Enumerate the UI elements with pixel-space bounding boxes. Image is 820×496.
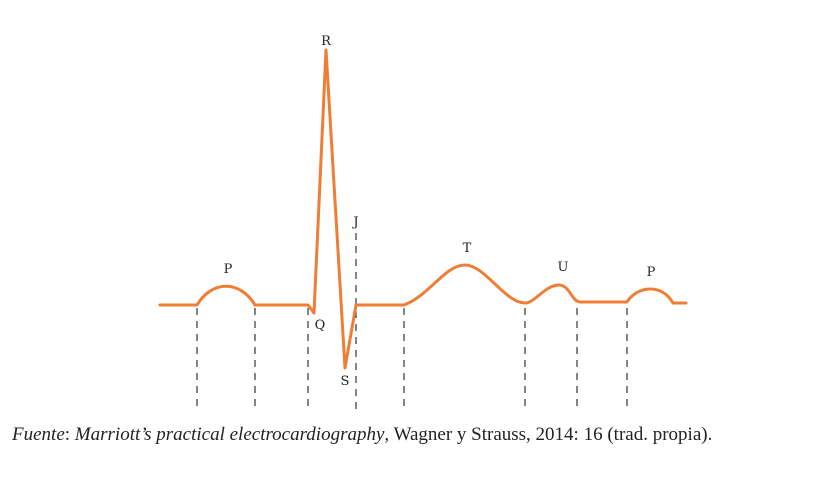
label-p2: P — [647, 265, 656, 280]
caption-rest: , Wagner y Strauss, 2014: 16 (trad. prop… — [384, 424, 713, 445]
caption-separator: : — [64, 424, 75, 445]
guide-lines — [196, 233, 628, 410]
figure-caption: Fuente: Marriott’s practical electrocard… — [12, 424, 712, 446]
ecg-diagram: P R Q S J T U P — [158, 34, 688, 410]
ecg-waveform — [158, 48, 688, 370]
label-q: Q — [315, 318, 326, 333]
label-j: J — [351, 215, 358, 230]
label-p1: P — [224, 262, 233, 277]
label-s: S — [341, 374, 350, 389]
label-t: T — [463, 241, 472, 256]
caption-title: Marriott’s practical electrocardiography — [74, 424, 385, 445]
label-u: U — [558, 260, 569, 275]
caption-label: Fuente — [12, 424, 65, 445]
label-r: R — [321, 34, 332, 49]
